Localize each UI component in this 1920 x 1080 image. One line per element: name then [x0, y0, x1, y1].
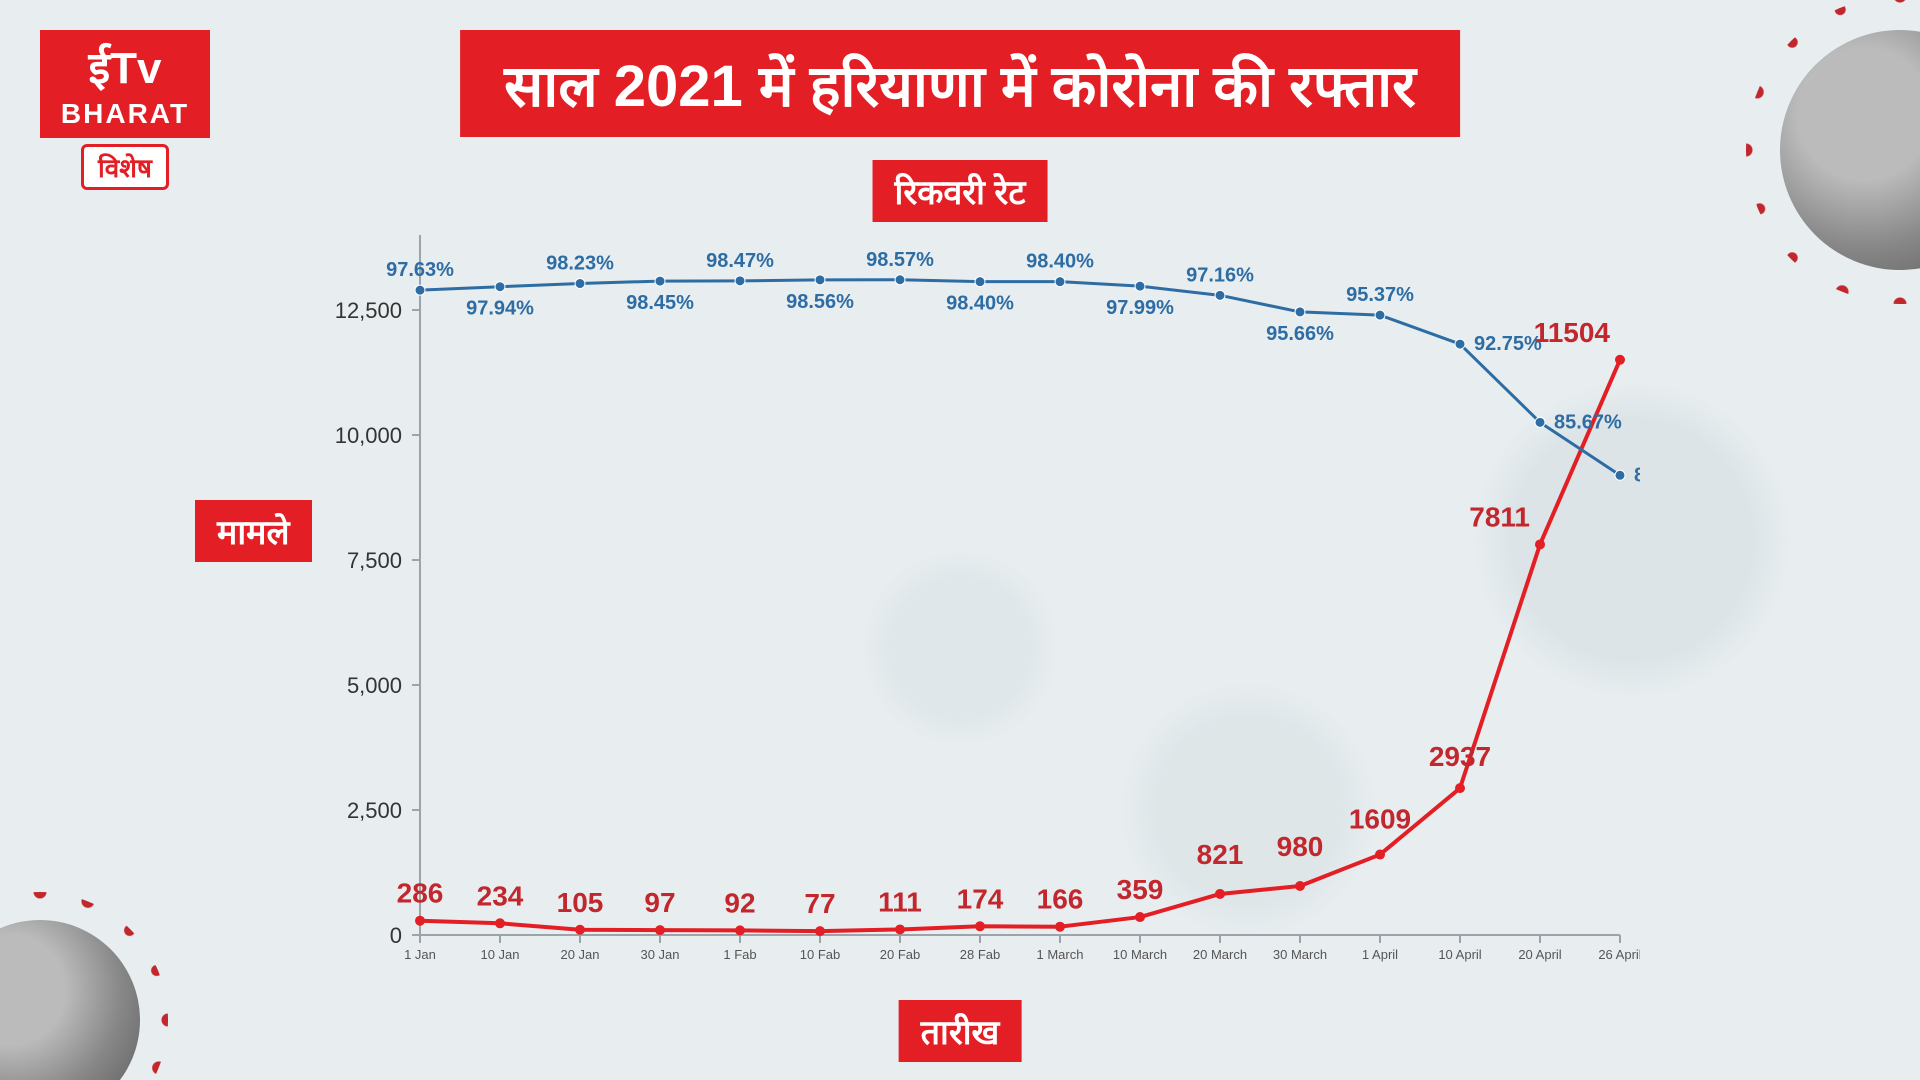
svg-text:98.57%: 98.57% — [866, 249, 934, 271]
svg-text:10 Fab: 10 Fab — [800, 947, 840, 962]
chart-subtitle: रिकवरी रेट — [873, 160, 1048, 222]
svg-text:1609: 1609 — [1349, 804, 1411, 835]
svg-text:980: 980 — [1277, 831, 1324, 862]
logo-line1: ईTv — [40, 30, 210, 98]
svg-text:286: 286 — [397, 878, 444, 909]
svg-text:0: 0 — [390, 923, 402, 948]
svg-text:10,000: 10,000 — [335, 423, 402, 448]
svg-text:95.37%: 95.37% — [1346, 284, 1414, 306]
svg-text:98.40%: 98.40% — [1026, 251, 1094, 273]
svg-text:97: 97 — [644, 887, 675, 918]
svg-text:1 Fab: 1 Fab — [723, 947, 756, 962]
svg-text:10 March: 10 March — [1113, 947, 1167, 962]
svg-text:7811: 7811 — [1469, 501, 1530, 532]
svg-text:97.63%: 97.63% — [386, 259, 454, 281]
svg-text:234: 234 — [477, 880, 524, 911]
svg-text:105: 105 — [557, 887, 604, 918]
svg-text:95.66%: 95.66% — [1266, 323, 1334, 345]
svg-text:98.45%: 98.45% — [626, 292, 694, 314]
svg-text:30 Jan: 30 Jan — [640, 947, 679, 962]
svg-text:97.99%: 97.99% — [1106, 297, 1174, 319]
logo-line2: BHARAT — [40, 98, 210, 138]
svg-text:359: 359 — [1117, 874, 1164, 905]
svg-text:92: 92 — [724, 887, 755, 918]
svg-text:20 Fab: 20 Fab — [880, 947, 920, 962]
virus-decoration-bottom-left — [0, 920, 140, 1080]
svg-text:28 Fab: 28 Fab — [960, 947, 1000, 962]
svg-text:174: 174 — [957, 883, 1004, 914]
svg-text:20 April: 20 April — [1518, 947, 1561, 962]
svg-text:1 Jan: 1 Jan — [404, 947, 436, 962]
svg-text:85.67%: 85.67% — [1554, 411, 1622, 433]
svg-text:98.47%: 98.47% — [706, 250, 774, 272]
svg-text:80.88%: 80.88% — [1634, 464, 1640, 486]
svg-text:98.23%: 98.23% — [546, 253, 614, 275]
svg-text:97.94%: 97.94% — [466, 298, 534, 320]
svg-text:2937: 2937 — [1429, 741, 1491, 772]
svg-text:30 March: 30 March — [1273, 947, 1327, 962]
svg-text:5,000: 5,000 — [347, 673, 402, 698]
svg-text:10 Jan: 10 Jan — [480, 947, 519, 962]
svg-text:98.56%: 98.56% — [786, 291, 854, 313]
svg-text:12,500: 12,500 — [335, 298, 402, 323]
logo-tag: विशेष — [81, 144, 169, 190]
svg-text:98.40%: 98.40% — [946, 293, 1014, 315]
channel-logo: ईTv BHARAT विशेष — [40, 30, 210, 190]
svg-text:111: 111 — [878, 886, 922, 917]
svg-text:2,500: 2,500 — [347, 798, 402, 823]
svg-text:97.16%: 97.16% — [1186, 264, 1254, 286]
svg-text:26 April: 26 April — [1598, 947, 1640, 962]
svg-text:20 Jan: 20 Jan — [560, 947, 599, 962]
line-chart: 0 2,500 5,000 7,500 10,000 12,500 1 Jan 10 Jan 2… — [320, 215, 1640, 975]
svg-text:166: 166 — [1037, 884, 1084, 915]
svg-text:20 March: 20 March — [1193, 947, 1247, 962]
x-axis-label: तारीख — [899, 1000, 1022, 1062]
svg-text:1 March: 1 March — [1037, 947, 1084, 962]
svg-text:821: 821 — [1197, 839, 1244, 870]
y-axis-label: मामले — [195, 500, 312, 562]
svg-text:7,500: 7,500 — [347, 548, 402, 573]
svg-text:77: 77 — [804, 888, 835, 919]
svg-text:1 April: 1 April — [1362, 947, 1398, 962]
svg-text:92.75%: 92.75% — [1474, 333, 1542, 355]
chart-title: साल 2021 में हरियाणा में कोरोना की रफ्ता… — [460, 30, 1460, 137]
svg-text:10 April: 10 April — [1438, 947, 1481, 962]
virus-decoration-top-right — [1780, 30, 1920, 270]
svg-text:11504: 11504 — [1534, 317, 1611, 348]
